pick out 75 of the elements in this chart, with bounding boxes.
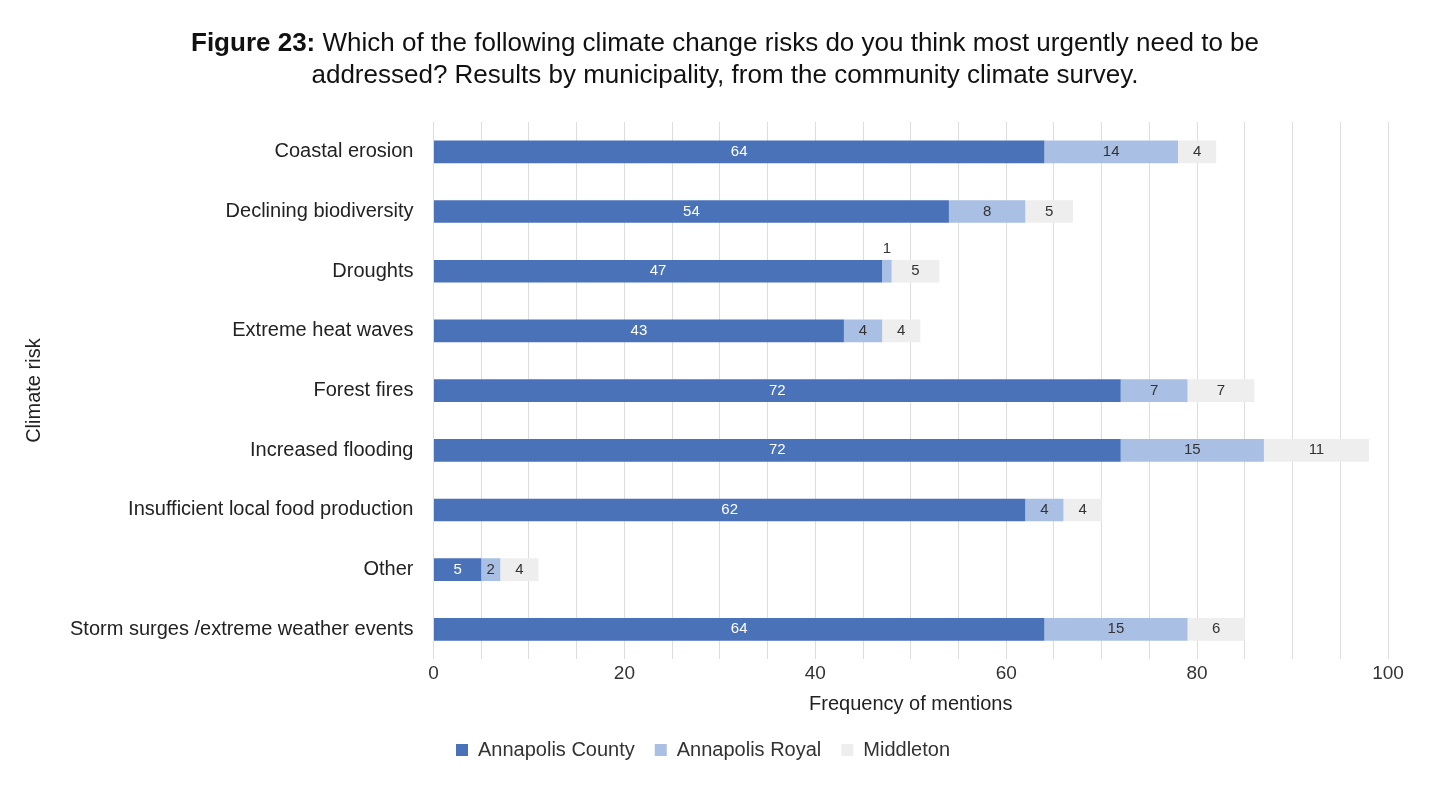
data-label: 4 <box>897 321 906 339</box>
bar <box>500 558 539 582</box>
legend-label: Annapolis Royal <box>676 737 822 760</box>
y-tick-label: Coastal erosion <box>274 139 414 162</box>
bar <box>1044 140 1179 164</box>
bar <box>433 438 1121 462</box>
y-tick-label: Other <box>363 557 414 580</box>
bar <box>433 259 883 283</box>
x-tick-label: 80 <box>1186 661 1208 683</box>
y-tick-label: Declining biodiversity <box>225 199 414 222</box>
bar <box>433 558 482 582</box>
x-axis-title: Frequency of mentions <box>809 691 1013 714</box>
data-label: 5 <box>911 261 920 279</box>
bar <box>1178 140 1217 164</box>
data-label: 15 <box>1183 440 1201 458</box>
data-label: 4 <box>1040 500 1049 518</box>
bar <box>433 140 1045 164</box>
bar <box>1120 379 1188 402</box>
data-label: 72 <box>769 380 786 398</box>
y-tick-label: Forest fires <box>313 378 414 401</box>
data-label: 11 <box>1308 440 1325 458</box>
x-tick-label: 60 <box>995 661 1017 683</box>
legend-label: Middleton <box>863 737 951 760</box>
bar <box>433 498 1026 522</box>
data-label: 5 <box>453 559 462 577</box>
data-label: 47 <box>649 261 667 279</box>
data-label: 8 <box>982 201 992 219</box>
data-label: 64 <box>730 141 748 159</box>
y-tick-label: Insufficient local food production <box>128 497 414 520</box>
data-label: 4 <box>1078 500 1087 518</box>
data-label: 4 <box>858 321 868 339</box>
bar <box>1025 498 1064 522</box>
y-tick-label: Droughts <box>332 258 414 281</box>
data-label: 5 <box>1044 201 1054 219</box>
data-label: 7 <box>1216 380 1226 398</box>
chart-title: Figure 23: Which of the following climate change risks do you think most urgently need to be addressed? Results by municipality, from the community climate survey. <box>191 27 1259 89</box>
data-label: 64 <box>730 619 748 637</box>
bar <box>433 319 844 343</box>
data-label: 54 <box>683 201 700 219</box>
y-tick-label: Extreme heat waves <box>232 318 414 341</box>
x-tick-label: 100 <box>1372 661 1404 683</box>
bar <box>882 319 921 343</box>
bar <box>882 259 892 283</box>
data-label: 43 <box>630 321 648 339</box>
bar <box>433 379 1121 402</box>
bar <box>1120 438 1264 462</box>
y-tick-label: Storm surges /extreme weather events <box>69 616 414 639</box>
data-label: 4 <box>515 559 524 577</box>
data-label: 4 <box>1192 141 1202 159</box>
y-tick-label: Increased flooding <box>250 437 414 460</box>
data-label: 6 <box>1212 619 1221 637</box>
bar <box>481 558 501 582</box>
x-tick-label: 0 <box>428 661 439 683</box>
data-label: 72 <box>769 440 786 458</box>
x-tick-label: 20 <box>613 661 635 683</box>
bar <box>433 200 949 223</box>
bar <box>1063 498 1102 522</box>
bar <box>948 200 1026 223</box>
data-label: 62 <box>721 500 738 518</box>
data-label: 14 <box>1102 141 1120 159</box>
data-label: 15 <box>1107 619 1125 637</box>
bar <box>433 618 1045 641</box>
bar <box>843 319 883 343</box>
legend-label: Annapolis County <box>477 737 635 760</box>
bar <box>1263 438 1369 462</box>
bar <box>891 259 940 283</box>
bar <box>1044 618 1188 641</box>
y-axis-title: Climate risk <box>21 337 44 443</box>
x-tick-label: 40 <box>804 661 826 683</box>
bar <box>1025 200 1074 223</box>
data-label: 1 <box>882 239 892 257</box>
bar <box>1187 618 1245 641</box>
data-label: 7 <box>1149 380 1159 398</box>
data-label: 2 <box>486 559 495 577</box>
bar <box>1187 379 1255 402</box>
